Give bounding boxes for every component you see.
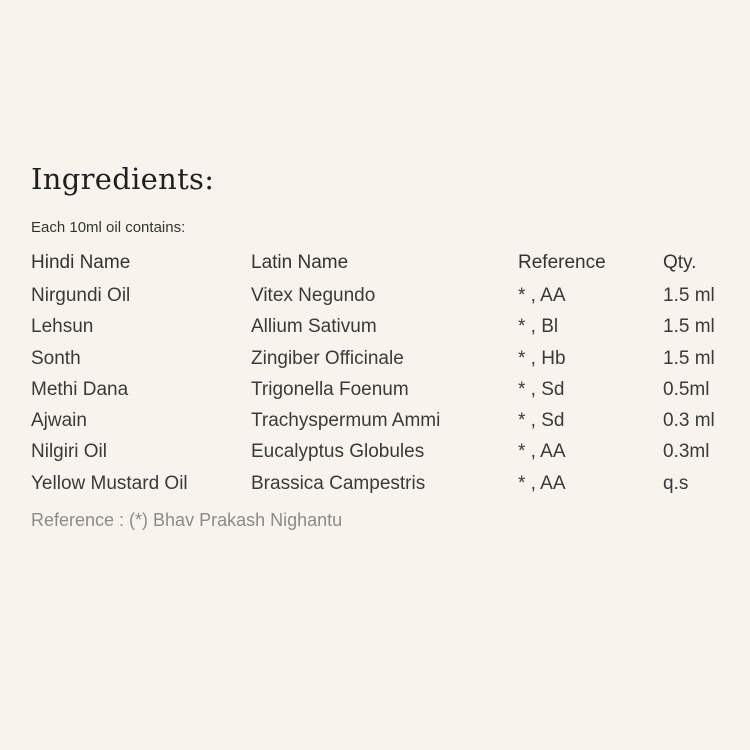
cell-qty: q.s	[663, 473, 689, 494]
page-title: Ingredients:	[31, 162, 215, 196]
cell-hindi-name: Lehsun	[31, 316, 94, 337]
table-row: Nilgiri Oil Eucalyptus Globules * , AA 0.3m…	[0, 441, 750, 471]
cell-qty: 0.3ml	[663, 441, 710, 462]
cell-qty: 1.5 ml	[663, 316, 715, 337]
cell-qty: 0.3 ml	[663, 410, 715, 431]
table-row: Nirgundi Oil Vitex Negundo * , AA 1.5 ml	[0, 285, 750, 315]
cell-qty: 1.5 ml	[663, 348, 715, 369]
cell-latin-name: Allium Sativum	[251, 316, 377, 337]
table-row: Sonth Zingiber Officinale * , Hb 1.5 ml	[0, 348, 750, 378]
cell-reference: * , AA	[518, 285, 566, 306]
cell-hindi-name: Nilgiri Oil	[31, 441, 107, 462]
cell-qty: 0.5ml	[663, 379, 710, 400]
cell-reference: * , Bl	[518, 316, 559, 337]
cell-qty: 1.5 ml	[663, 285, 715, 306]
subtitle: Each 10ml oil contains:	[31, 219, 186, 236]
table-row: Yellow Mustard Oil Brassica Campestris * ,…	[0, 473, 750, 503]
cell-latin-name: Brassica Campestris	[251, 473, 426, 494]
cell-latin-name: Zingiber Officinale	[251, 348, 404, 369]
cell-latin-name: Trigonella Foenum	[251, 379, 409, 400]
cell-reference: * , AA	[518, 441, 566, 462]
cell-reference: * , Sd	[518, 379, 565, 400]
cell-hindi-name: Nirgundi Oil	[31, 285, 131, 306]
header-hindi-name: Hindi Name	[31, 252, 131, 273]
table-row: Ajwain Trachyspermum Ammi * , Sd 0.3 ml	[0, 410, 750, 440]
cell-hindi-name: Sonth	[31, 348, 81, 369]
cell-reference: * , Sd	[518, 410, 565, 431]
cell-reference: * , Hb	[518, 348, 566, 369]
cell-hindi-name: Yellow Mustard Oil	[31, 473, 188, 494]
cell-latin-name: Trachyspermum Ammi	[251, 410, 441, 431]
table-header: Hindi Name Latin Name Reference Qty.	[0, 252, 750, 282]
reference-note: Reference : (*) Bhav Prakash Nighantu	[31, 510, 343, 530]
header-latin-name: Latin Name	[251, 252, 349, 273]
cell-latin-name: Eucalyptus Globules	[251, 441, 425, 462]
cell-hindi-name: Ajwain	[31, 410, 87, 431]
cell-reference: * , AA	[518, 473, 566, 494]
table-row: Methi Dana Trigonella Foenum * , Sd 0.5ml	[0, 379, 750, 409]
header-reference: Reference	[518, 252, 606, 273]
header-qty: Qty.	[663, 252, 697, 273]
table-row: Lehsun Allium Sativum * , Bl 1.5 ml	[0, 316, 750, 346]
cell-hindi-name: Methi Dana	[31, 379, 129, 400]
cell-latin-name: Vitex Negundo	[251, 285, 376, 306]
